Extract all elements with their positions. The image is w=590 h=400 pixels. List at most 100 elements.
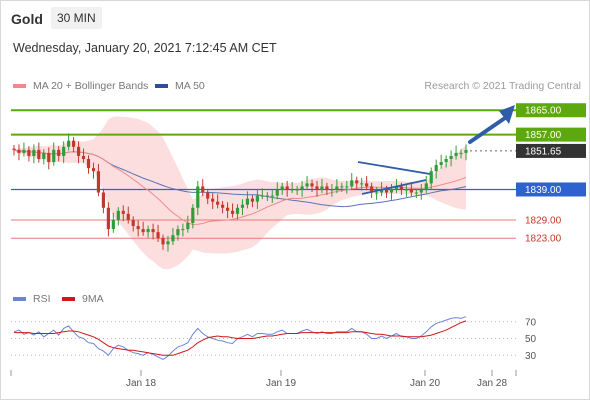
candle-body (370, 186, 374, 193)
candle (211, 193, 215, 209)
candle (444, 155, 448, 168)
candle-body (37, 149, 41, 159)
candle-body (414, 192, 418, 194)
candle-body (394, 186, 399, 190)
candle (255, 190, 259, 209)
candle-body (310, 183, 314, 187)
candle (230, 203, 235, 218)
candle-body (141, 229, 145, 233)
candle (22, 142, 26, 157)
candle-body (131, 219, 135, 227)
candle-body (176, 229, 180, 236)
candle (295, 185, 299, 195)
level-label-1823.00: 1823.00 (525, 234, 562, 245)
candle (265, 191, 269, 202)
candle-body (230, 210, 235, 214)
candle-body (250, 198, 255, 202)
candle-body (126, 213, 130, 220)
candle-body (449, 155, 453, 159)
candle-body (439, 162, 443, 166)
candle-body (12, 148, 16, 150)
candle-body (444, 159, 448, 163)
candle (181, 223, 185, 237)
candle-body (384, 189, 389, 193)
candle-body (429, 171, 433, 184)
rsi-ma-swatch (62, 297, 75, 301)
candle (260, 188, 264, 200)
candle (151, 223, 155, 240)
candle (350, 173, 354, 191)
candle-body (166, 241, 170, 245)
candle-body (260, 195, 264, 197)
candle-body (235, 207, 240, 214)
candle (101, 188, 106, 214)
candle (176, 225, 180, 241)
candle (345, 180, 349, 194)
candle (320, 179, 324, 194)
candle (67, 133, 71, 151)
ma50-legend-label: MA 50 (175, 80, 205, 92)
candle-body (106, 207, 110, 230)
candle-body (101, 192, 106, 208)
candle-body (47, 152, 51, 163)
rsi-level-label-50: 50 (525, 334, 537, 345)
candle (131, 216, 135, 232)
candle-body (17, 149, 21, 153)
candle-body (360, 183, 364, 185)
candle-body (409, 189, 413, 193)
x-tick-label-Jan 18: Jan 18 (126, 378, 156, 389)
candle-body (196, 186, 200, 208)
rsi-ma-legend-label: 9MA (82, 293, 104, 305)
candle-body (121, 210, 125, 214)
candle (37, 142, 41, 163)
level-label-1851.65: 1851.65 (525, 146, 562, 157)
candle-body (191, 207, 195, 223)
date-time-label: Wednesday, January 20, 2021 7:12:45 AM C… (13, 41, 277, 55)
candle (57, 146, 61, 162)
candle-body (52, 149, 56, 163)
candle-body (72, 140, 76, 147)
candle (374, 187, 379, 200)
candle-body (265, 195, 269, 197)
candle-body (270, 195, 274, 197)
candle-body (374, 192, 379, 194)
candle (106, 202, 110, 237)
candle (340, 182, 344, 192)
candle-body (27, 149, 31, 156)
candle (161, 234, 165, 250)
level-label-1857.00: 1857.00 (525, 130, 562, 141)
level-tag-1865.00 (516, 103, 586, 118)
candle-body (280, 186, 284, 190)
candle (454, 145, 458, 160)
rsi-line (13, 316, 467, 360)
ma50-swatch (155, 84, 168, 88)
copyright-text: Research © 2021 Trading Central (424, 80, 581, 92)
level-label-1865.00: 1865.00 (525, 106, 562, 117)
candle-body (201, 186, 205, 193)
timeframe-button[interactable]: 30 MIN (51, 7, 102, 29)
forecast-arrow-head (499, 105, 515, 124)
rsi-level-label-30: 30 (525, 351, 537, 362)
level-tag-1851.65 (516, 143, 586, 158)
ma20-legend-label: MA 20 + Bollinger Bands (33, 80, 149, 92)
candle-body (350, 180, 354, 187)
candle-body (315, 186, 319, 190)
candle (111, 212, 115, 233)
ma20-swatch (13, 84, 26, 88)
candle-body (320, 186, 324, 190)
candle (81, 148, 86, 163)
candle-body (325, 186, 329, 190)
candle (290, 182, 294, 194)
rsi-legend-label: RSI (33, 293, 51, 305)
candle (86, 155, 91, 174)
candle-body (116, 210, 120, 220)
level-tag-1839.00 (516, 182, 586, 197)
candle-body (300, 186, 304, 190)
triangle-lower-line (361, 179, 427, 195)
candle-body (340, 186, 344, 188)
candle-body (32, 149, 36, 156)
legend-rsi: RSI (13, 293, 51, 305)
candle-body (96, 171, 101, 193)
candle (47, 147, 51, 170)
